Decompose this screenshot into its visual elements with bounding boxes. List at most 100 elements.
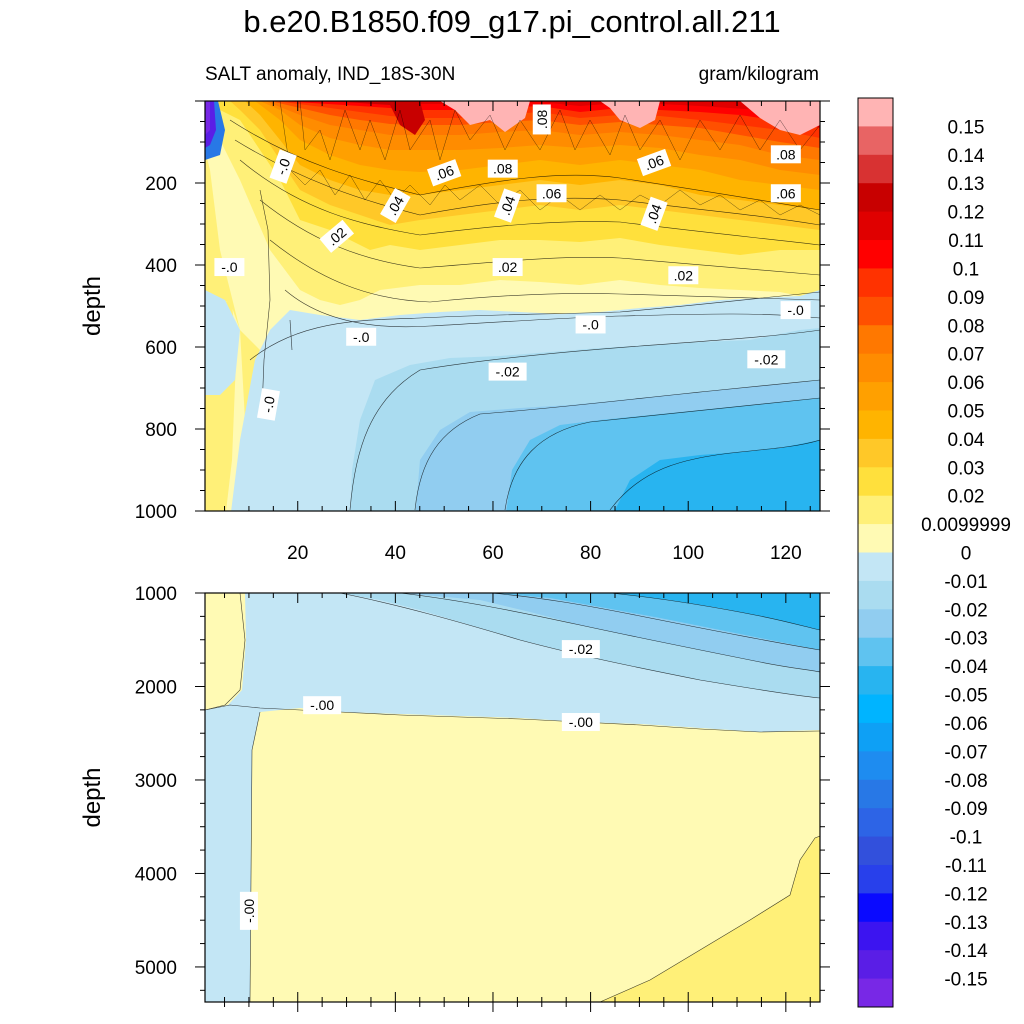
- colorbar-swatch: [858, 864, 893, 894]
- axes-layer: 20 40 60 80 100 120 200 400 600 800 1000 depth 1000 2…: [79, 100, 830, 1012]
- y-axis-label: depth: [79, 767, 106, 827]
- contour-label: -.0: [575, 315, 606, 334]
- contour-label-bg: [346, 327, 377, 346]
- contour-label-bg: [256, 388, 280, 421]
- y-tick-label: 400: [145, 256, 177, 277]
- contour-label-bg: [780, 301, 811, 320]
- y-tick-label: 200: [145, 174, 177, 195]
- contour-labels-layer: -.0 -.0 .02 .04 .06 .08 .04 .06 .08 .02 .06 .04 .08.…: [214, 104, 811, 930]
- colorbar-swatch: [858, 467, 893, 497]
- contour-label: .06: [636, 148, 672, 177]
- contour-label-text: .04: [643, 202, 665, 226]
- colorbar-label: 0.08: [948, 316, 985, 337]
- contour-label-text: -.0: [582, 316, 599, 332]
- y-tick-label: 1000: [135, 502, 177, 523]
- colorbar-label: 0.11: [948, 231, 984, 252]
- contour-label-bg: [770, 145, 801, 164]
- colorbar-swatch: [858, 808, 893, 838]
- colorbar: 0.15 0.14 0.13 0.12 0.11 0.1 0.09 0.08 0.07 0.06 0…: [857, 97, 1011, 1008]
- colorbar-swatch: [858, 666, 893, 696]
- colorbar-label: 0.0099999: [921, 515, 1011, 536]
- colorbar-label: 0: [961, 544, 972, 565]
- colorbar-label: -0.11: [945, 856, 987, 877]
- colorbar-label: -0.03: [944, 629, 987, 650]
- colorbar-swatch: [858, 609, 893, 639]
- contour-label: .06: [536, 184, 567, 203]
- colorbar-swatch: [858, 694, 893, 724]
- colorbar-swatch: [858, 382, 893, 411]
- contour-label-bg: [536, 184, 567, 203]
- colorbar-frame: [857, 97, 894, 1008]
- contour-label-text: .06: [642, 152, 666, 174]
- figure-title: b.e20.B1850.f09_g17.pi_control.all.211: [243, 4, 781, 39]
- contour-label-bg: [494, 188, 522, 223]
- x-tick-label: 120: [770, 543, 802, 564]
- x-tick-label: 60: [482, 543, 503, 564]
- colorbar-swatch: [858, 240, 893, 269]
- subtitle-units: gram/kilogram: [698, 64, 819, 85]
- contour-label-bg: [303, 696, 342, 715]
- contour-label: .04: [494, 188, 522, 223]
- colorbar-label: 0.02: [948, 487, 985, 508]
- colorbar-swatch: [858, 410, 893, 440]
- y-tick-label: 1000: [135, 584, 177, 605]
- contour-label-bg: [636, 148, 672, 177]
- contour-label-bg: [269, 149, 297, 184]
- colorbar-swatch: [858, 552, 893, 582]
- contour-label: .04: [380, 188, 411, 224]
- colorbar-swatch: [858, 580, 893, 610]
- colorbar-swatch: [858, 524, 893, 553]
- contour-label-text: .08: [493, 161, 513, 177]
- contour-label: -.0: [214, 258, 245, 277]
- contour-label: -.0: [780, 301, 811, 320]
- colorbar-label: -0.14: [944, 941, 988, 962]
- colorbar-swatch: [858, 126, 893, 156]
- contour-label: .08: [487, 159, 518, 178]
- x-tick-label: 100: [672, 543, 704, 564]
- contour-label-text: -.02: [754, 351, 778, 367]
- contour-label-bg: [239, 891, 258, 930]
- colorbar-label: -0.04: [944, 657, 988, 678]
- contour-label: .02: [668, 266, 699, 285]
- colorbar-swatch: [858, 978, 893, 1008]
- contour-label: -.00: [239, 891, 258, 930]
- contour-label: -.02: [561, 640, 600, 659]
- x-tick-label: 20: [287, 543, 308, 564]
- colorbar-label: 0.1: [953, 259, 979, 280]
- contour-label-bg: [488, 362, 527, 381]
- colorbar-label: -0.08: [944, 771, 987, 792]
- colorbar-swatch: [858, 353, 893, 383]
- contour-label-text: .06: [776, 185, 796, 201]
- colorbar-label: 0.06: [948, 373, 985, 394]
- colorbar-swatch: [858, 438, 893, 468]
- colorbar-label: 0.04: [948, 430, 985, 451]
- colorbar-swatch: [858, 268, 893, 298]
- colorbar-label: -0.12: [944, 884, 987, 905]
- contour-label: -.02: [488, 362, 527, 381]
- contour-label: -.02: [747, 350, 786, 369]
- contour-label-text: -.00: [569, 714, 593, 730]
- contour-label-text: -.0: [259, 395, 278, 414]
- y-tick-label: 600: [145, 338, 177, 359]
- contour-label: -.0: [269, 149, 297, 184]
- contour-label-text: -.0: [221, 259, 238, 275]
- contour-label-text: .02: [674, 267, 694, 283]
- contour-label-bg: [214, 258, 245, 277]
- contour-label: -.00: [303, 696, 342, 715]
- contour-label-bg: [532, 104, 551, 135]
- contour-label-bg: [770, 184, 801, 203]
- colorbar-label: 0.03: [948, 458, 985, 479]
- contour-label-text: .02: [498, 259, 518, 275]
- contour-label-text: .04: [497, 193, 519, 217]
- contour-label: .08: [770, 145, 801, 164]
- contour-label-bg: [380, 188, 411, 224]
- lower-plot-frame: [204, 592, 821, 1003]
- contour-label-text: .08: [534, 110, 550, 130]
- contour-label-text: -.02: [496, 364, 520, 380]
- contour-label-bg: [487, 159, 518, 178]
- contour-label: .02: [492, 258, 523, 277]
- colorbar-label: -0.07: [944, 742, 987, 763]
- contour-label: .08: [532, 104, 551, 135]
- contour-label-bg: [640, 196, 668, 231]
- colorbar-label: 0.12: [948, 203, 985, 224]
